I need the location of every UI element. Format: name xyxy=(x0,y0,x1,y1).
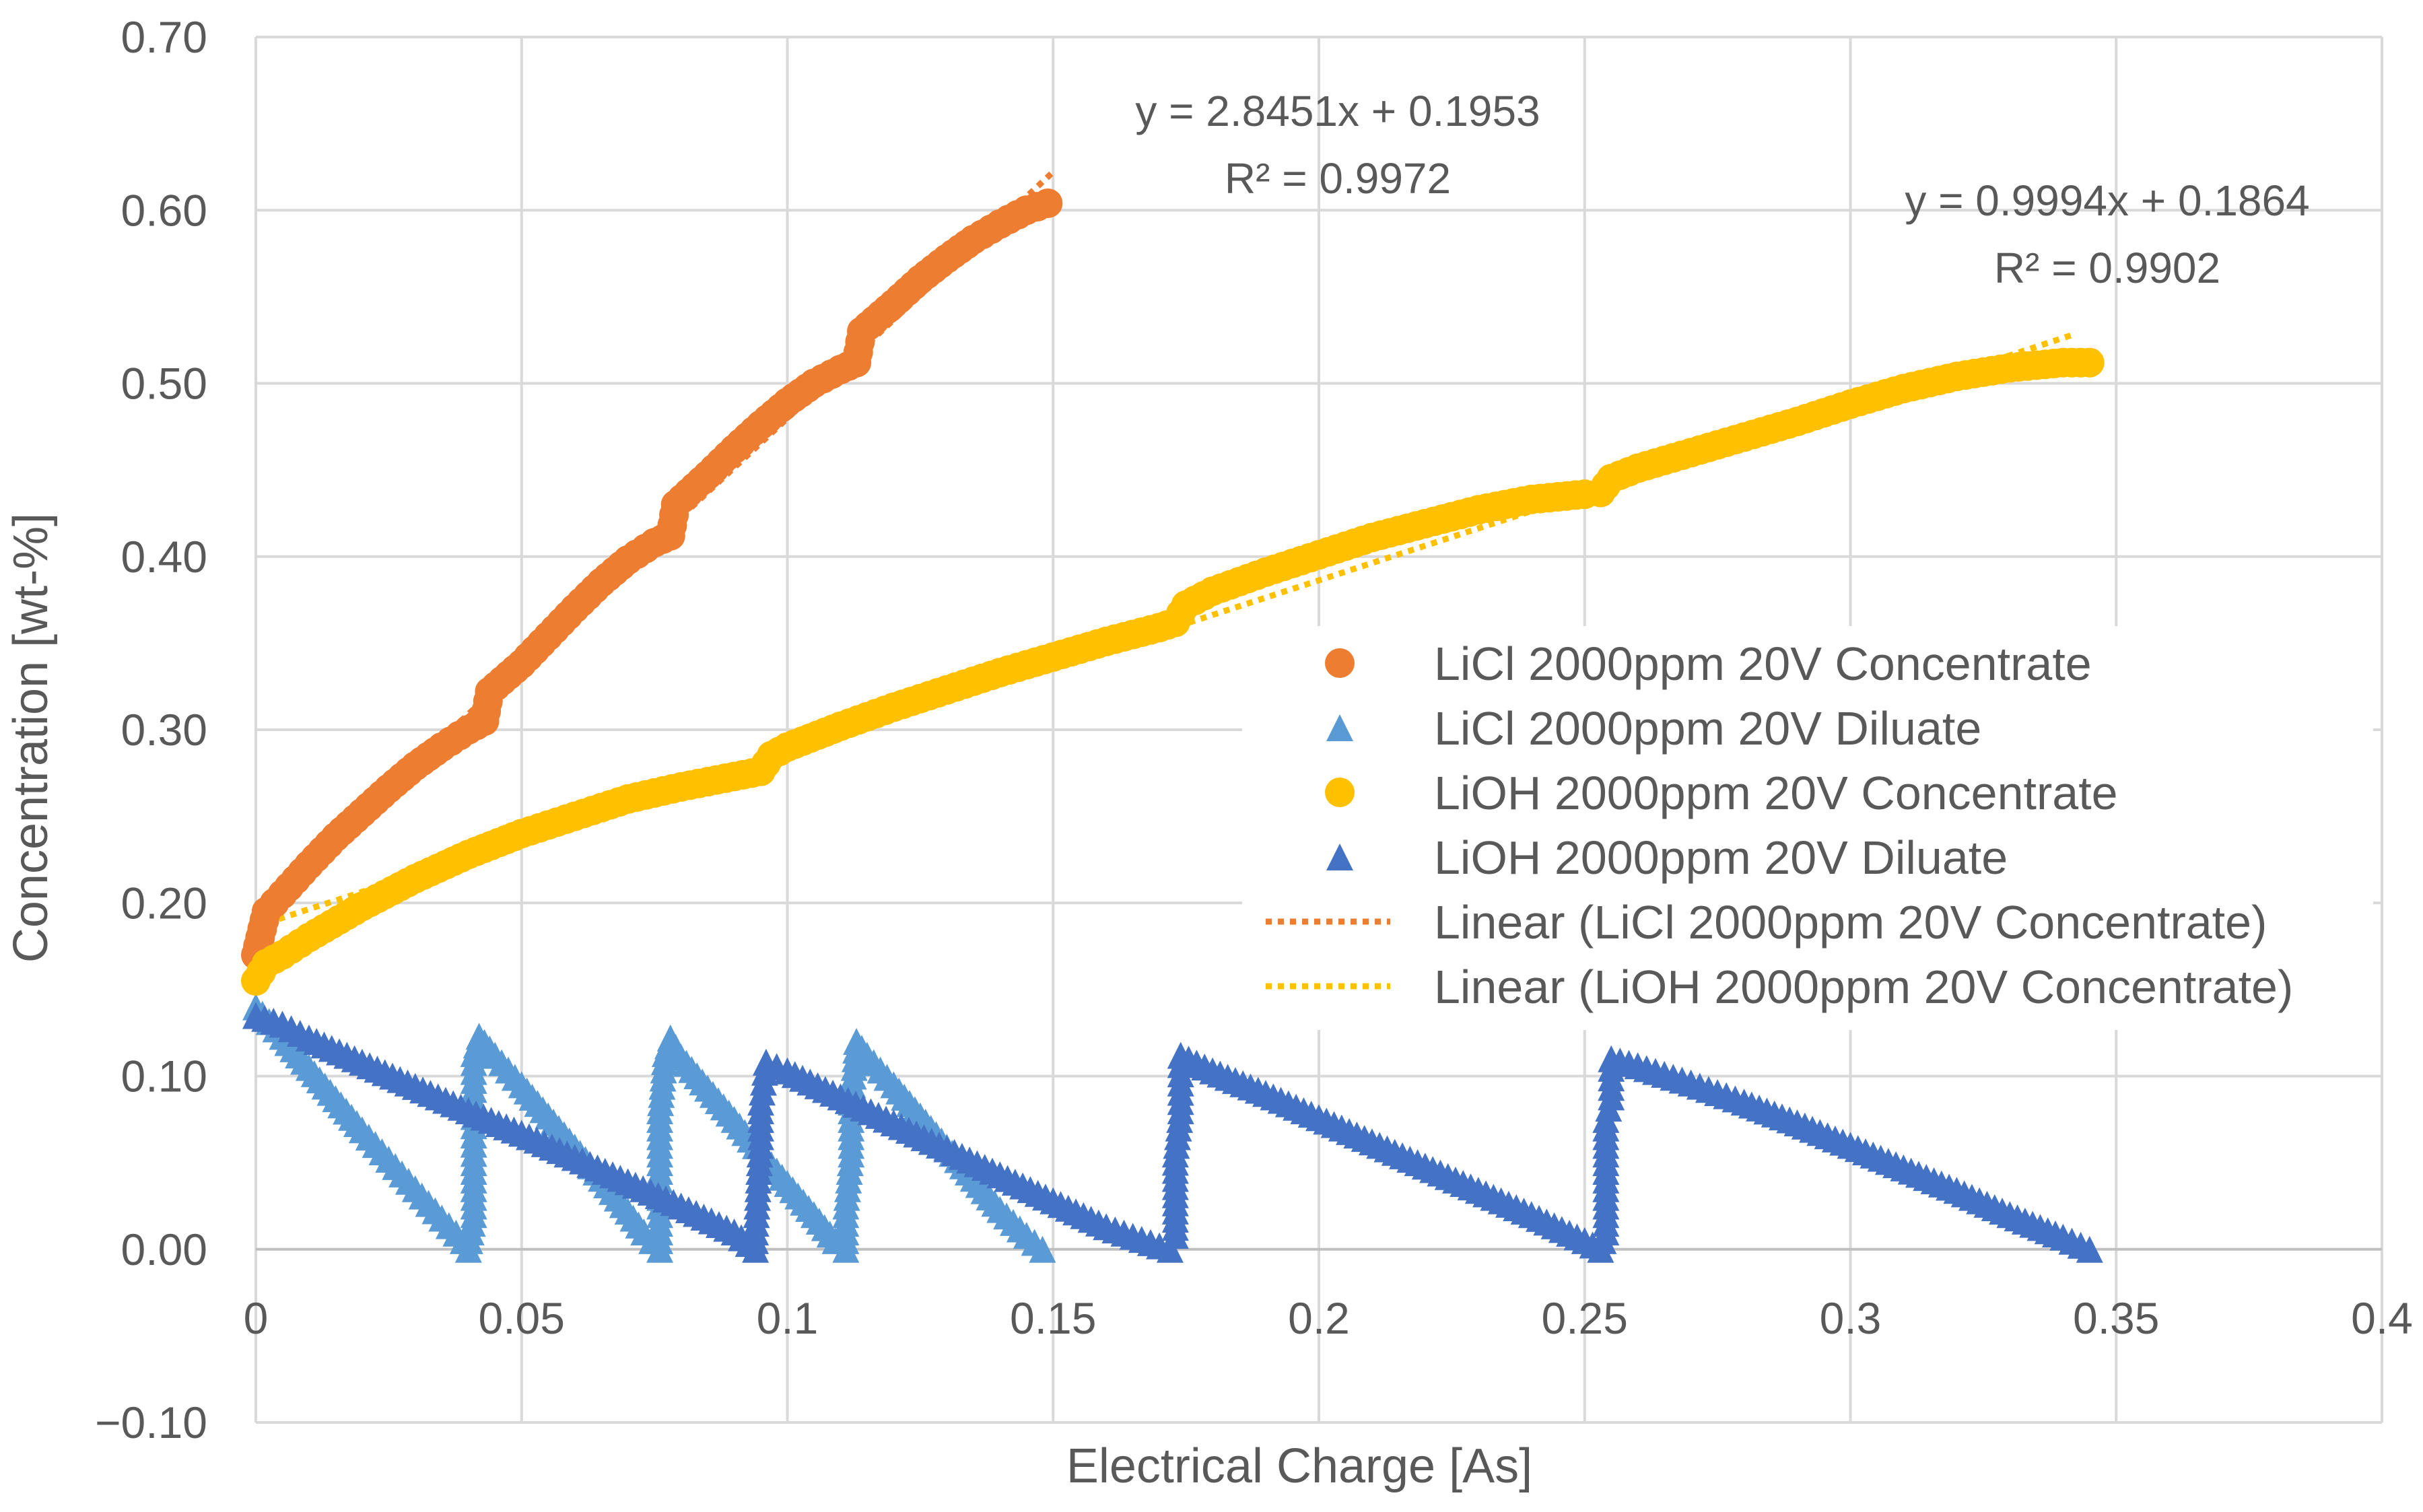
x-tick-label: 0.05 xyxy=(479,1293,565,1343)
legend-swatch xyxy=(1326,714,1353,741)
y-tick-label: 0.50 xyxy=(121,359,207,409)
y-tick-label: 0.10 xyxy=(121,1052,207,1101)
x-tick-label: 0.25 xyxy=(1542,1293,1628,1343)
series-1 xyxy=(241,188,1063,970)
legend-label: LiOH 2000ppm 20V Diluate xyxy=(1434,831,2008,884)
data-point xyxy=(1029,1235,1056,1263)
trendline-r2-lioh: R² = 0.9902 xyxy=(1994,244,2220,292)
y-tick-label: −0.10 xyxy=(95,1398,207,1447)
data-point xyxy=(1156,1235,1184,1263)
x-axis-title: Electrical Charge [As] xyxy=(1066,1439,1532,1493)
y-tick-label: 0.60 xyxy=(121,185,207,235)
legend-swatch xyxy=(1325,778,1355,807)
y-axis-ticks: −0.10 0.00 0.10 0.20 0.30 0.40 0.50 0.60 0.70 xyxy=(95,12,207,1447)
y-tick-label: 0.70 xyxy=(121,12,207,62)
y-tick-label: 0.20 xyxy=(121,878,207,928)
legend: LiCl 2000ppm 20V Concentrate LiCl 2000ppm… xyxy=(1242,626,2373,1030)
series-3 xyxy=(241,347,2105,996)
x-tick-label: 0.2 xyxy=(1288,1293,1350,1343)
series-4 xyxy=(242,1002,2103,1263)
x-tick-label: 0.3 xyxy=(1820,1293,1882,1343)
trendline-r2-licl: R² = 0.9972 xyxy=(1225,154,1451,203)
x-tick-label: 0.4 xyxy=(2351,1293,2413,1343)
legend-label: LiCl 2000ppm 20V Diluate xyxy=(1434,702,1981,755)
legend-label: LiOH 2000ppm 20V Concentrate xyxy=(1434,767,2118,819)
legend-label: Linear (LiCl 2000ppm 20V Concentrate) xyxy=(1434,896,2267,949)
legend-label: LiCl 2000ppm 20V Concentrate xyxy=(1434,638,2092,690)
legend-background xyxy=(1242,626,2373,1030)
trendline-equation-licl: y = 2.8451x + 0.1953 xyxy=(1135,87,1540,135)
y-axis-title: Concentration [wt-%] xyxy=(4,513,58,963)
legend-label: Linear (LiOH 2000ppm 20V Concentrate) xyxy=(1434,961,2293,1013)
y-tick-label: 0.00 xyxy=(121,1225,207,1274)
y-tick-label: 0.40 xyxy=(121,532,207,582)
x-tick-label: 0 xyxy=(244,1293,269,1343)
y-tick-label: 0.30 xyxy=(121,705,207,755)
x-axis-ticks: 0 0.05 0.1 0.15 0.2 0.25 0.3 0.35 0.4 xyxy=(244,1293,2413,1343)
data-point xyxy=(2074,347,2105,378)
data-point xyxy=(1033,188,1063,218)
legend-swatch xyxy=(1326,844,1353,870)
data-points xyxy=(241,188,2105,1263)
x-tick-label: 0.1 xyxy=(757,1293,819,1343)
x-tick-label: 0.35 xyxy=(2073,1293,2159,1343)
x-tick-label: 0.15 xyxy=(1010,1293,1096,1343)
legend-swatch xyxy=(1325,648,1355,678)
trendline-equation-lioh: y = 0.9994x + 0.1864 xyxy=(1905,176,2309,225)
data-point xyxy=(2076,1235,2103,1263)
